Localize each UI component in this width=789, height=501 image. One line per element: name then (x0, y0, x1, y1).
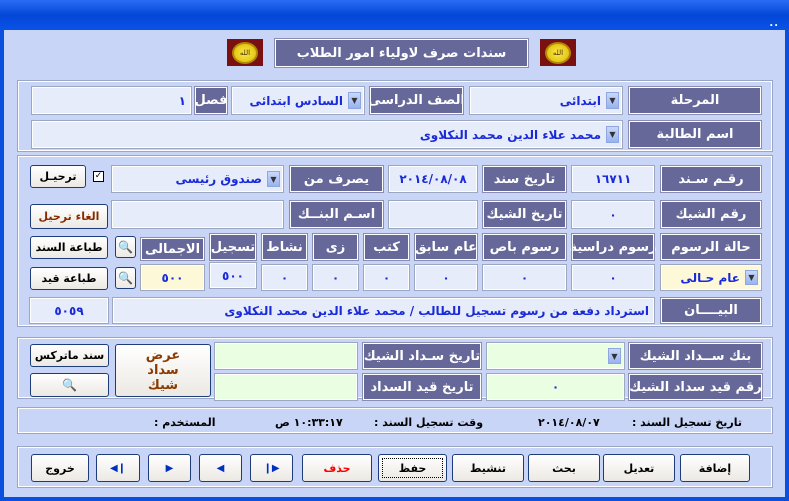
voucher-date-field[interactable]: ٢٠١٤/٠٨/٠٨ (388, 165, 478, 193)
payment-entry-date-field[interactable] (214, 373, 358, 401)
toolbar (17, 446, 773, 488)
edit-button[interactable]: تعديل (603, 454, 675, 482)
voucher-number-label: رقـم سـند (660, 165, 762, 193)
fee-value[interactable]: ٠ (312, 264, 359, 291)
voucher-section (17, 155, 773, 327)
skip-back-icon: ❙◀ (109, 462, 127, 474)
matrix-voucher-button[interactable]: سند ماتركس (30, 344, 109, 367)
preview-icon[interactable]: 🔍 (115, 267, 136, 289)
left-arrow-icon: ◀ (216, 462, 225, 474)
fee-value[interactable]: ٠ (571, 264, 655, 291)
logo-left: الله (227, 39, 263, 66)
payment-entry-number-field[interactable]: ٠ (486, 373, 625, 401)
first-record-button[interactable]: ▶❙ (250, 454, 293, 482)
fees-status-label: حالة الرسوم (660, 233, 762, 261)
check-payment-date-label: تاريخ سـداد الشيك (362, 342, 482, 370)
last-record-button[interactable]: ❙◀ (96, 454, 140, 482)
bank-name-label: اسـم البنــك (289, 200, 384, 229)
class-field[interactable]: ١ (31, 86, 192, 115)
registration-time-value: ١٠:٣٣:١٧ ص (275, 416, 343, 429)
stage-combo[interactable]: ▼ ابتدائى (469, 86, 623, 115)
fee-header: كتب (363, 233, 410, 261)
grade-label: الصف الدراسى (368, 86, 465, 115)
voucher-date-label: تاريخ سند (482, 165, 567, 193)
check-number-field[interactable]: ٠ (571, 200, 655, 229)
registration-time-label: وقت تسجيل السند : (374, 416, 484, 429)
chevron-down-icon[interactable]: ▼ (606, 126, 619, 143)
print-entry-button[interactable]: طباعة قيد (30, 267, 108, 290)
fee-header: الاجمالى (140, 237, 205, 261)
skip-icon: ▶❙ (263, 462, 280, 474)
class-label: فصل (194, 86, 228, 115)
check-date-field[interactable] (388, 200, 478, 229)
preview-icon[interactable]: 🔍 (30, 373, 109, 397)
check-payment-date-field[interactable] (214, 342, 358, 370)
title-bar: .. (0, 0, 789, 30)
logo-right: الله (540, 39, 576, 66)
payment-entry-number-label: رقم قيد سداد الشيك (628, 373, 763, 401)
window-control-button[interactable]: .. (769, 18, 779, 29)
fee-value[interactable]: ٠ (261, 264, 308, 291)
voucher-number-field[interactable]: ١٦٧١١ (571, 165, 655, 193)
paid-from-label: يصرف من (289, 165, 384, 193)
registration-date-label: تاريخ تسجيل السند : (631, 416, 742, 429)
delete-button[interactable]: حذف (302, 454, 372, 482)
check-bank-combo[interactable]: ▼ (486, 342, 625, 370)
fee-value[interactable]: ٠ (363, 264, 410, 291)
preview-icon[interactable]: 🔍 (115, 236, 136, 258)
chevron-down-icon[interactable]: ▼ (606, 92, 619, 109)
fee-value[interactable]: ٠ (414, 264, 478, 291)
chevron-down-icon[interactable]: ▼ (348, 92, 361, 109)
post-button[interactable]: ترحيـل (30, 165, 86, 188)
search-button[interactable]: بحث (528, 454, 600, 482)
fees-status-combo[interactable]: ▼ عام حـالى (660, 264, 762, 291)
paid-from-combo[interactable]: ▼ صندوق رئيسى (111, 165, 284, 193)
unpost-button[interactable]: الغاء ترحيل (30, 204, 108, 229)
save-button[interactable]: حفظ (378, 454, 447, 482)
bank-name-field[interactable] (111, 200, 284, 229)
fee-value[interactable]: ٠ (482, 264, 567, 291)
right-arrow-icon: ▶ (165, 462, 174, 474)
activate-button[interactable]: تنشيط (452, 454, 524, 482)
fee-header: تسجيل (209, 233, 257, 261)
stage-label: المرحلة (628, 86, 762, 115)
chevron-down-icon[interactable]: ▼ (608, 348, 621, 364)
fee-value[interactable]: ٥٠٠ (209, 262, 257, 289)
previous-record-button[interactable]: ◀ (199, 454, 242, 482)
registration-date-value: ٢٠١٤/٠٨/٠٧ (538, 416, 600, 429)
show-check-payment-button[interactable]: عرض سداد شيك (115, 344, 211, 397)
status-section (17, 407, 773, 434)
check-number-label: رقم الشيك (660, 200, 762, 229)
user-label: المستخدم : (154, 416, 216, 429)
check-date-label: تاريخ الشيك (482, 200, 567, 229)
entry-number-field: ٥٠٥٩ (29, 297, 109, 324)
next-record-button[interactable]: ▶ (148, 454, 191, 482)
fee-total: ٥٠٠ (140, 264, 205, 291)
student-section (17, 80, 773, 152)
print-voucher-button[interactable]: طباعة السند (30, 236, 108, 259)
statement-field[interactable]: استرداد دفعة من رسوم تسجيل للطالب / محمد… (112, 297, 655, 324)
posted-checkbox[interactable]: ✓ (93, 171, 104, 182)
student-name-combo[interactable]: ▼ محمد علاء الدين محمد النكلاوى (31, 120, 623, 149)
statement-label: البيــــان (660, 297, 762, 324)
add-button[interactable]: إضافة (680, 454, 750, 482)
fee-header: رسوم دراسية (569, 233, 657, 261)
payment-entry-date-label: تاريخ قيد السداد (362, 373, 482, 401)
fee-header: زى (312, 233, 359, 261)
exit-button[interactable]: خروج (31, 454, 89, 482)
student-name-label: اسم الطالبة (628, 120, 762, 149)
grade-combo[interactable]: ▼ السادس ابتدائى (231, 86, 365, 115)
chevron-down-icon[interactable]: ▼ (745, 270, 758, 285)
check-bank-label: بنك ســداد الشيك (628, 342, 763, 370)
chevron-down-icon[interactable]: ▼ (267, 171, 280, 187)
fee-header: نشاط (261, 233, 308, 261)
page-title: سندات صرف لاولياء امور الطلاب (274, 38, 529, 68)
fee-header: رسوم باص (482, 233, 567, 261)
fee-header: عام سابق (414, 233, 478, 261)
